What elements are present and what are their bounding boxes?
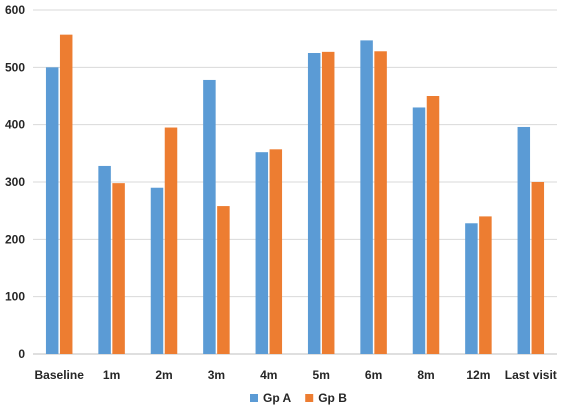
bar-gp-b-3m (217, 206, 230, 354)
x-tick-label: 5m (313, 368, 330, 382)
bar-gp-a-12m (465, 223, 478, 354)
bar-gp-b-12m (479, 216, 492, 354)
y-tick-label: 0 (18, 347, 25, 361)
bar-gp-a-1m (98, 165, 111, 354)
bar-gp-b-5m (321, 51, 335, 354)
bar-gp-a-5m (307, 53, 321, 354)
x-tick-label: 2m (155, 368, 172, 382)
bar-gp-a-baseline (45, 67, 59, 354)
bar-gp-b-last-visit (531, 182, 545, 354)
bar-gp-a-8m (412, 107, 426, 354)
x-tick-label: 1m (103, 368, 120, 382)
bar-gp-a-4m (255, 152, 269, 354)
x-tick-label: 6m (365, 368, 382, 382)
bar-gp-b-8m (426, 96, 440, 354)
x-tick-label: 4m (260, 368, 277, 382)
bar-gp-a-2m (150, 187, 164, 354)
bar-gp-b-baseline (59, 34, 73, 355)
y-tick-label: 400 (5, 118, 25, 132)
legend-label: Gp A (263, 391, 292, 405)
bar-gp-a-6m (360, 40, 373, 355)
bar-gp-b-4m (269, 149, 283, 354)
legend-label: Gp B (318, 391, 347, 405)
x-tick-label: Last visit (505, 368, 557, 382)
x-tick-label: 3m (208, 368, 225, 382)
legend: Gp A Gp B (250, 391, 347, 405)
x-tick-label: 8m (417, 368, 434, 382)
y-axis-ticks: 0 100 200 300 400 500 600 (5, 3, 25, 361)
x-tick-label: Baseline (35, 368, 85, 382)
y-tick-label: 200 (5, 232, 25, 246)
y-tick-label: 100 (5, 290, 25, 304)
legend-swatch (250, 394, 258, 402)
gridlines (33, 9, 557, 355)
bar-gp-a-3m (203, 79, 216, 355)
y-tick-label: 300 (5, 175, 25, 189)
x-tick-label: 12m (466, 368, 490, 382)
x-axis-ticks: Baseline 1m 2m 3m 4m 5m 6m 8m 12m Last visit (35, 368, 557, 382)
bar-gp-b-1m (112, 183, 125, 354)
legend-swatch (305, 394, 314, 402)
bars (45, 34, 545, 355)
bar-gp-b-6m (374, 51, 387, 354)
y-tick-label: 500 (5, 60, 25, 74)
bar-gp-a-last-visit (517, 126, 531, 355)
y-tick-label: 600 (5, 3, 25, 17)
bar-gp-b-2m (164, 127, 178, 355)
